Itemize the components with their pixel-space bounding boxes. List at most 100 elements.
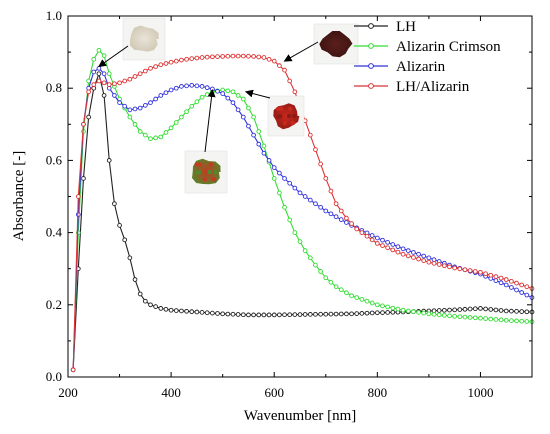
data-point (106, 158, 112, 163)
granule (213, 169, 218, 175)
data-point (385, 240, 390, 245)
data-point (251, 114, 256, 120)
data-point (277, 63, 282, 68)
data-point (411, 250, 416, 255)
data-point (179, 114, 184, 120)
data-point (292, 185, 298, 191)
data-point (503, 277, 509, 282)
series-alizarin-crimson (70, 47, 535, 373)
data-point (70, 367, 76, 373)
legend-label: LH/Alizarin (396, 79, 470, 95)
data-point (364, 298, 370, 304)
data-point (313, 262, 318, 268)
data-point (385, 310, 390, 315)
data-point (101, 80, 107, 86)
data-point (519, 309, 525, 314)
granule (276, 114, 281, 119)
data-point (380, 303, 385, 309)
data-point (199, 94, 205, 100)
data-point (374, 235, 380, 241)
data-point (225, 53, 231, 59)
data-point (349, 311, 354, 317)
x-tick-label: 400 (161, 385, 181, 400)
data-point (426, 311, 432, 317)
data-point (307, 132, 313, 138)
data-point (478, 269, 483, 275)
data-point (509, 318, 514, 323)
data-point (380, 310, 385, 315)
data-point (199, 55, 205, 60)
legend-marker (368, 63, 374, 69)
data-point (462, 306, 468, 312)
granule (292, 113, 297, 119)
data-point (519, 282, 525, 288)
data-point (328, 211, 334, 217)
data-point (271, 58, 277, 64)
data-point (328, 279, 334, 285)
data-point (509, 278, 514, 284)
data-point (374, 302, 380, 308)
data-point (374, 310, 380, 316)
data-point (297, 239, 303, 244)
data-point (277, 190, 282, 196)
data-point (483, 271, 488, 277)
data-point (509, 285, 514, 290)
data-point (204, 310, 210, 316)
data-point (158, 134, 164, 140)
data-point (153, 304, 158, 309)
data-point (142, 102, 148, 108)
data-point (261, 150, 267, 156)
data-point (220, 311, 226, 317)
data-point (271, 165, 277, 170)
granule (194, 162, 199, 167)
data-point (75, 194, 81, 199)
data-point (220, 91, 226, 96)
data-point (282, 67, 287, 73)
data-point (101, 93, 107, 98)
data-point (179, 57, 184, 63)
photo-dark-red-powder (313, 23, 359, 65)
granule (202, 177, 207, 182)
data-point (297, 312, 303, 317)
data-point (503, 308, 509, 314)
x-tick-label: 200 (58, 385, 78, 400)
data-point (256, 312, 262, 318)
data-point (503, 282, 509, 288)
data-point (173, 120, 179, 125)
data-point (390, 309, 396, 315)
data-point (101, 53, 107, 59)
data-point (323, 275, 329, 281)
data-point (349, 293, 354, 299)
data-point (189, 82, 195, 88)
data-point (148, 302, 153, 308)
data-point (148, 136, 153, 142)
data-point (246, 53, 251, 59)
data-point (313, 147, 318, 152)
data-point (514, 280, 519, 286)
data-point (338, 311, 344, 317)
data-point (189, 56, 195, 61)
data-point (488, 307, 494, 312)
data-point (163, 130, 169, 135)
data-point (421, 310, 427, 316)
x-tick-label: 1000 (467, 385, 493, 400)
data-point (215, 311, 220, 316)
sample-material (129, 25, 159, 52)
granule (282, 120, 288, 126)
y-axis-title: Absorbance [-] (11, 151, 27, 241)
data-point (302, 248, 308, 253)
data-point (117, 80, 122, 86)
data-point (142, 298, 148, 304)
data-point (302, 312, 308, 317)
data-point (395, 306, 401, 312)
data-point (240, 312, 246, 318)
annotations (98, 17, 359, 194)
data-point (81, 121, 86, 127)
data-point (467, 315, 473, 320)
data-point (251, 132, 256, 138)
data-point (132, 121, 138, 127)
data-point (447, 264, 452, 270)
data-point (215, 54, 220, 59)
data-point (235, 53, 241, 59)
data-point (369, 237, 375, 243)
